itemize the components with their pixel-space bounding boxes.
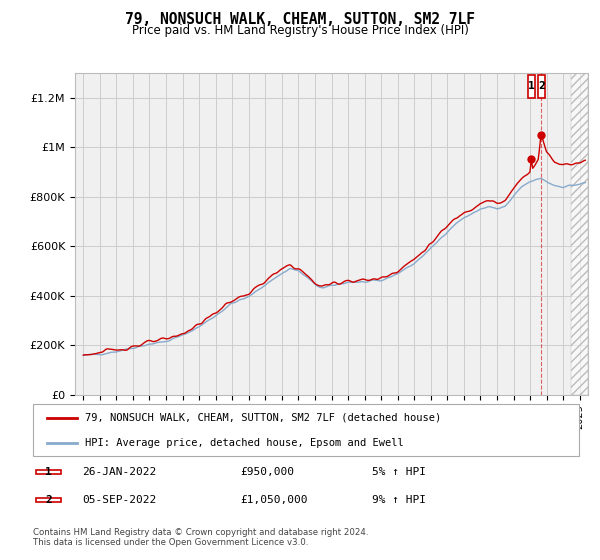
Text: 1: 1: [45, 467, 52, 477]
Text: 79, NONSUCH WALK, CHEAM, SUTTON, SM2 7LF: 79, NONSUCH WALK, CHEAM, SUTTON, SM2 7LF: [125, 12, 475, 27]
Text: Price paid vs. HM Land Registry's House Price Index (HPI): Price paid vs. HM Land Registry's House …: [131, 24, 469, 36]
FancyBboxPatch shape: [36, 498, 61, 502]
Text: 26-JAN-2022: 26-JAN-2022: [82, 467, 157, 477]
Text: 5% ↑ HPI: 5% ↑ HPI: [371, 467, 425, 477]
Text: 2: 2: [45, 495, 52, 505]
Text: 05-SEP-2022: 05-SEP-2022: [82, 495, 157, 505]
FancyBboxPatch shape: [33, 404, 579, 456]
Text: HPI: Average price, detached house, Epsom and Ewell: HPI: Average price, detached house, Epso…: [85, 438, 404, 448]
FancyBboxPatch shape: [36, 470, 61, 474]
Text: This data is licensed under the Open Government Licence v3.0.: This data is licensed under the Open Gov…: [33, 538, 308, 547]
FancyBboxPatch shape: [538, 74, 545, 98]
Text: £1,050,000: £1,050,000: [241, 495, 308, 505]
FancyBboxPatch shape: [528, 74, 535, 98]
Text: 9% ↑ HPI: 9% ↑ HPI: [371, 495, 425, 505]
Text: Contains HM Land Registry data © Crown copyright and database right 2024.: Contains HM Land Registry data © Crown c…: [33, 528, 368, 536]
Text: 1: 1: [528, 81, 535, 91]
Text: £950,000: £950,000: [241, 467, 295, 477]
Text: 2: 2: [538, 81, 545, 91]
Text: 79, NONSUCH WALK, CHEAM, SUTTON, SM2 7LF (detached house): 79, NONSUCH WALK, CHEAM, SUTTON, SM2 7LF…: [85, 413, 441, 423]
